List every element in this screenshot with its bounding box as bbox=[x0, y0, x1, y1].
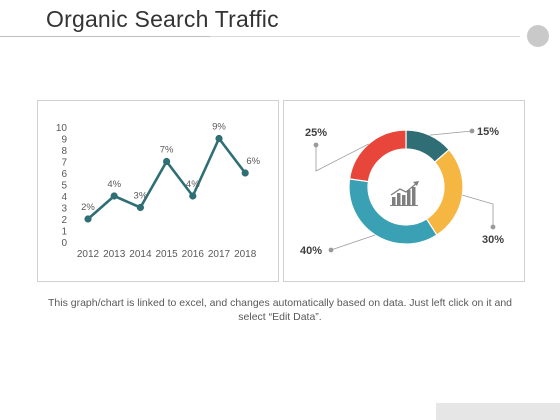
data-label: 2% bbox=[81, 202, 95, 213]
leader-line bbox=[315, 143, 369, 172]
slice-label: 40% bbox=[300, 245, 322, 257]
donut-slice bbox=[425, 148, 464, 236]
x-tick-label: 2018 bbox=[234, 249, 257, 260]
leader-dot bbox=[469, 128, 475, 134]
y-tick-label: 10 bbox=[56, 123, 68, 134]
y-tick-label: 6 bbox=[61, 169, 67, 180]
x-tick-label: 2013 bbox=[103, 249, 126, 260]
leader-line bbox=[462, 194, 494, 227]
leader-dot bbox=[490, 224, 496, 230]
data-point bbox=[189, 192, 197, 200]
donut-slice bbox=[348, 129, 407, 183]
data-point bbox=[110, 192, 118, 200]
x-tick-label: 2017 bbox=[208, 249, 231, 260]
x-tick-label: 2012 bbox=[77, 249, 100, 260]
data-label: 4% bbox=[186, 179, 200, 190]
y-tick-label: 8 bbox=[61, 146, 67, 157]
x-tick-label: 2014 bbox=[129, 249, 152, 260]
data-point bbox=[241, 169, 249, 177]
x-tick-label: 2015 bbox=[155, 249, 178, 260]
data-label: 3% bbox=[134, 191, 148, 202]
slice-label: 25% bbox=[305, 127, 327, 139]
slice-label: 15% bbox=[477, 126, 499, 138]
data-point bbox=[215, 134, 223, 143]
data-label: 6% bbox=[246, 156, 260, 167]
donut-chart: 15% 30% 40% 25% bbox=[300, 126, 504, 257]
data-point bbox=[84, 215, 92, 223]
title-divider bbox=[0, 36, 520, 37]
data-point bbox=[136, 203, 144, 212]
bar-chart-trend-icon bbox=[390, 181, 419, 206]
y-tick-label: 5 bbox=[61, 181, 67, 192]
y-tick-label: 2 bbox=[61, 215, 67, 226]
y-tick-label: 0 bbox=[61, 238, 67, 249]
line-chart-panel: 0 1 2 3 4 5 6 7 8 9 10 2012 2013 2014 2015 2016 2017 2018… bbox=[37, 100, 279, 282]
leader-dot bbox=[313, 142, 319, 148]
leader-line bbox=[330, 234, 376, 251]
data-point bbox=[163, 157, 171, 166]
chart-caption: This graph/chart is linked to excel, and… bbox=[47, 297, 512, 323]
leader-dot bbox=[328, 247, 334, 253]
footer-bar bbox=[436, 403, 560, 420]
y-tick-label: 7 bbox=[61, 158, 67, 169]
y-tick-label: 3 bbox=[61, 204, 67, 215]
y-tick-label: 9 bbox=[61, 135, 67, 146]
donut-slice bbox=[348, 178, 438, 245]
decorative-circle bbox=[527, 25, 549, 47]
donut-chart-panel: 15% 30% 40% 25% bbox=[283, 100, 525, 282]
y-tick-label: 1 bbox=[61, 227, 67, 238]
leader-line bbox=[429, 130, 473, 136]
data-label: 7% bbox=[160, 145, 174, 156]
page-title: Organic Search Traffic bbox=[46, 6, 279, 32]
data-label: 9% bbox=[212, 122, 226, 133]
data-label: 4% bbox=[107, 179, 121, 190]
slice-label: 30% bbox=[482, 234, 504, 246]
title-divider-accent bbox=[0, 36, 210, 37]
y-tick-label: 4 bbox=[61, 192, 67, 203]
x-tick-label: 2016 bbox=[182, 249, 205, 260]
